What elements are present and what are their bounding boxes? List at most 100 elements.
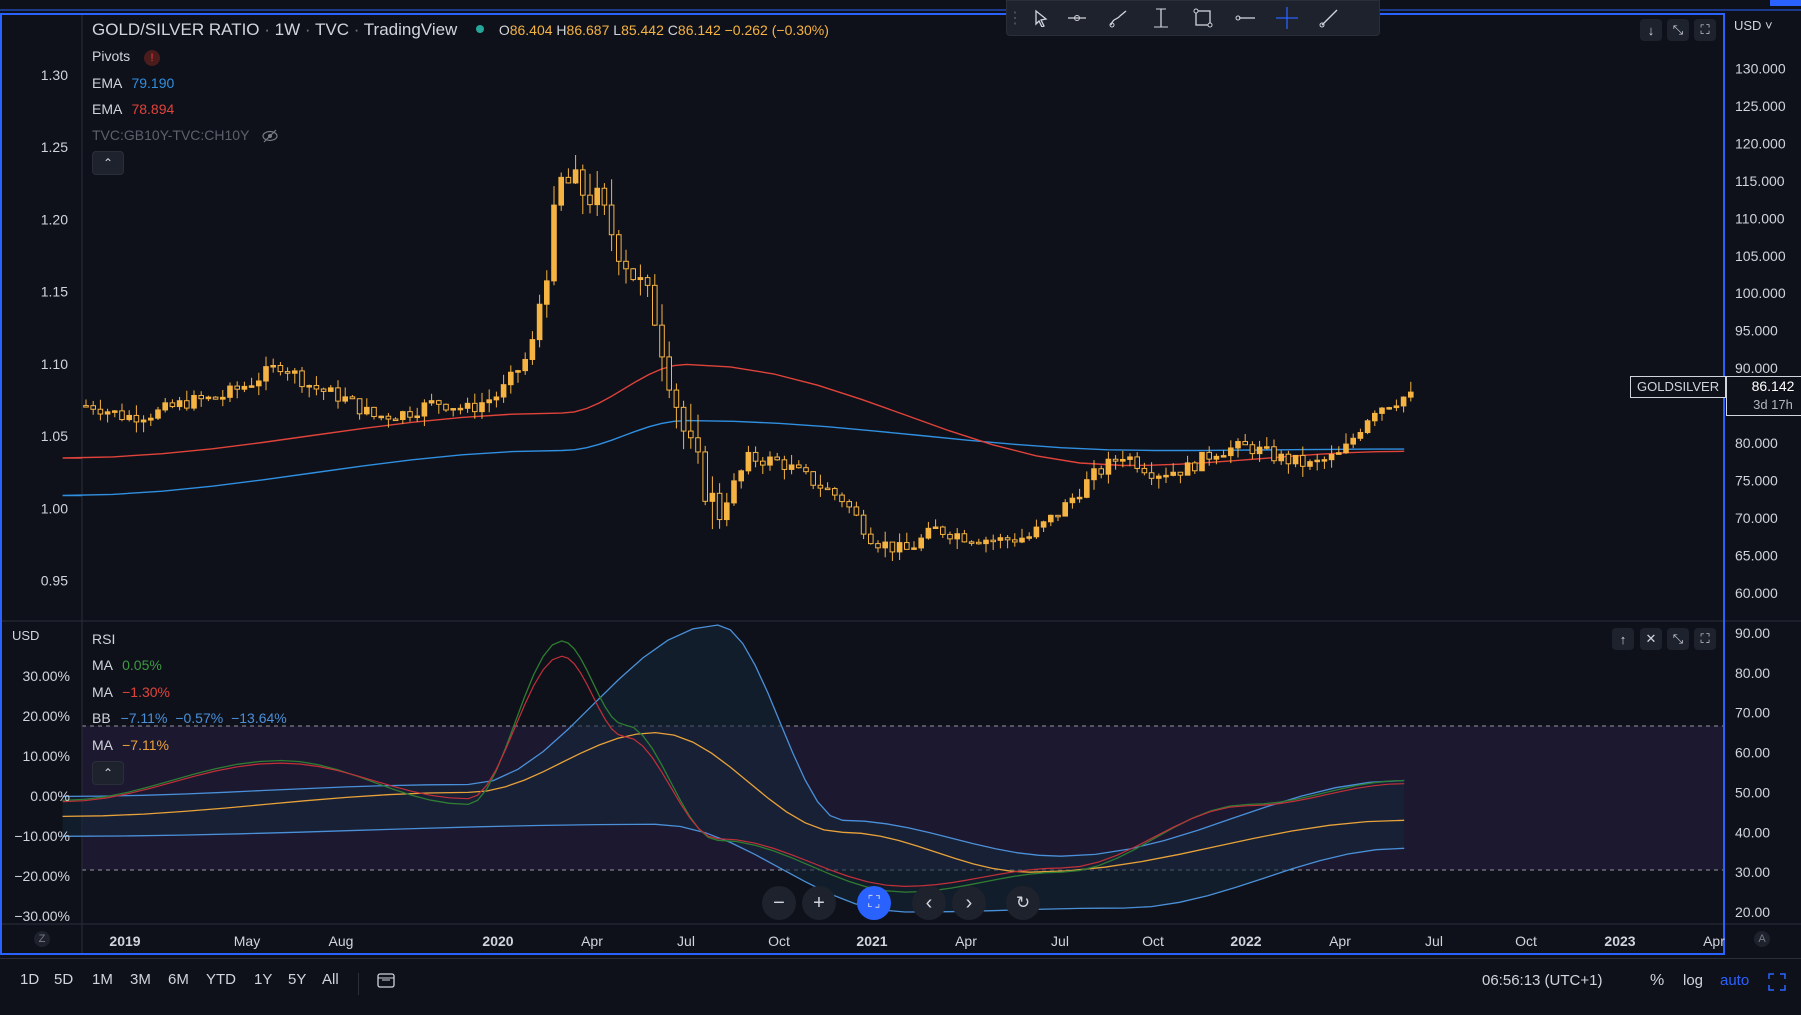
candle-body — [472, 402, 478, 413]
range-button-6m[interactable]: 6M — [168, 971, 189, 988]
candle-body — [889, 541, 896, 553]
auto-toggle[interactable]: auto — [1720, 972, 1750, 989]
move-pane-up-button[interactable]: ↑ — [1612, 628, 1634, 650]
rsi-left-tick: 10.00% — [23, 748, 70, 764]
candle-body — [464, 402, 471, 409]
rsi-right-tick: 20.00 — [1735, 904, 1770, 920]
reset-scale-button[interactable]: ⛶ — [857, 886, 891, 920]
range-button-1d[interactable]: 1D — [20, 971, 40, 988]
top-blue-tab — [1770, 0, 1801, 6]
time-axis-zoom-icon[interactable]: Z — [34, 931, 50, 947]
range-button-ytd[interactable]: YTD — [206, 971, 236, 988]
candle-body — [1372, 412, 1378, 422]
candle-body — [378, 415, 384, 419]
trendline-tool-icon[interactable] — [1059, 1, 1095, 35]
right-axis-tick: 110.000 — [1735, 210, 1785, 226]
pivots-legend[interactable]: Pivots ! — [92, 48, 161, 66]
rsi-ma1-legend[interactable]: MA 0.05% — [92, 657, 162, 673]
candle-body — [407, 411, 413, 418]
zoom-in-button[interactable]: + — [802, 886, 836, 920]
candle-body — [198, 395, 204, 400]
range-button-3m[interactable]: 3M — [130, 971, 151, 988]
candle-body — [990, 539, 997, 543]
warning-icon[interactable]: ! — [144, 50, 161, 66]
fullscreen-icon[interactable] — [1768, 973, 1786, 996]
chart-canvas[interactable]: 130.000 125.000 120.000 115.000 110.000 105.0… — [0, 0, 1801, 958]
time-axis-tick: 2020 — [482, 933, 513, 949]
candle-body — [961, 533, 968, 543]
candle-body — [968, 541, 975, 544]
range-button-5d[interactable]: 5D — [54, 971, 74, 988]
ema2-legend[interactable]: EMA 78.894 — [92, 101, 174, 117]
range-button-1y[interactable]: 1Y — [254, 971, 273, 988]
move-pane-down-button[interactable]: ↓ — [1640, 19, 1662, 41]
log-toggle[interactable]: log — [1683, 972, 1704, 989]
auto-scale-icon[interactable]: A — [1754, 931, 1770, 947]
right-axis-tick: 70.000 — [1735, 510, 1778, 526]
candle-body — [169, 402, 176, 408]
time-axis-tick: Jul — [1051, 933, 1069, 949]
crosshair-tool-icon[interactable] — [1269, 1, 1305, 35]
maximize-pane-button[interactable]: ⤡ — [1667, 19, 1689, 41]
rsi-legend[interactable]: RSI — [92, 631, 115, 647]
price-label-box: 86.142 3d 17h — [1726, 376, 1801, 416]
collapse-rsi-pane-button[interactable]: ⛶ — [1694, 628, 1716, 650]
collapse-pane-button[interactable]: ⛶ — [1694, 19, 1716, 41]
vertical-measure-icon[interactable] — [1143, 1, 1179, 35]
candle-body — [1141, 467, 1148, 474]
range-button-5y[interactable]: 5Y — [288, 971, 307, 988]
rsi-bb-legend[interactable]: BB −7.11% −0.57% −13.64% — [92, 710, 287, 726]
hidden-eye-icon[interactable] — [261, 127, 279, 143]
collapse-rsi-legend-button[interactable]: ⌃ — [92, 761, 124, 785]
scroll-right-button[interactable]: › — [952, 886, 986, 920]
ema1-label: EMA — [92, 75, 122, 91]
candle-body — [414, 415, 420, 419]
percent-toggle[interactable]: % — [1650, 972, 1665, 989]
candle-body — [479, 402, 485, 413]
maximize-rsi-pane-button[interactable]: ⤡ — [1667, 628, 1689, 650]
candle-body — [860, 514, 867, 535]
rsi-ma3-legend[interactable]: MA −7.11% — [92, 737, 169, 753]
clock[interactable]: 06:56:13 (UTC+1) — [1482, 972, 1603, 989]
candle-body — [90, 405, 97, 410]
compare-range-icon[interactable] — [376, 971, 396, 996]
ray-tool-icon[interactable] — [1311, 1, 1347, 35]
candle-body — [256, 380, 262, 387]
candle-body — [688, 430, 694, 439]
rsi-left-tick: −30.00% — [14, 908, 70, 924]
candle-body — [457, 407, 464, 411]
rsi-ma2-legend[interactable]: MA −1.30% — [92, 684, 170, 700]
high-label: H — [556, 22, 567, 38]
collapse-legend-button[interactable]: ⌃ — [92, 151, 124, 175]
bb-fill — [62, 625, 1405, 912]
change-value: −0.262 (−0.30%) — [724, 22, 829, 38]
candle-body — [1408, 391, 1414, 398]
symbol-name[interactable]: GOLD/SILVER RATIO — [92, 20, 260, 39]
range-button-1m[interactable]: 1M — [92, 971, 113, 988]
rsi-left-tick: 30.00% — [23, 668, 70, 684]
ema-red-line — [62, 363, 1405, 467]
candle-body — [140, 419, 147, 423]
overlay-legend[interactable]: TVC:GB10Y-TVC:CH10Y — [92, 127, 279, 143]
drag-handle-icon[interactable]: ⋮ — [1007, 10, 1023, 27]
candle-body — [1249, 444, 1256, 455]
currency-dropdown[interactable]: USD ˅ — [1734, 18, 1773, 33]
candle-body — [1069, 497, 1076, 504]
range-button-all[interactable]: All — [322, 971, 339, 988]
close-pane-button[interactable]: ✕ — [1640, 628, 1662, 650]
rsi-ma2-label: MA — [92, 684, 113, 700]
ema1-legend[interactable]: EMA 79.190 — [92, 75, 174, 91]
horizontal-ray-icon[interactable] — [1227, 1, 1263, 35]
rectangle-tool-icon[interactable] — [1185, 1, 1221, 35]
candle-body — [1004, 537, 1011, 541]
candle-body — [788, 464, 795, 470]
candle-body — [817, 484, 824, 489]
brush-tool-icon[interactable] — [1101, 1, 1137, 35]
scroll-left-button[interactable]: ‹ — [912, 886, 946, 920]
reset-chart-button[interactable]: ↻ — [1006, 886, 1040, 920]
zoom-out-button[interactable]: − — [762, 886, 796, 920]
candle-body — [1184, 462, 1191, 476]
candle-body — [616, 234, 622, 262]
cursor-tool-icon[interactable] — [1023, 1, 1059, 35]
